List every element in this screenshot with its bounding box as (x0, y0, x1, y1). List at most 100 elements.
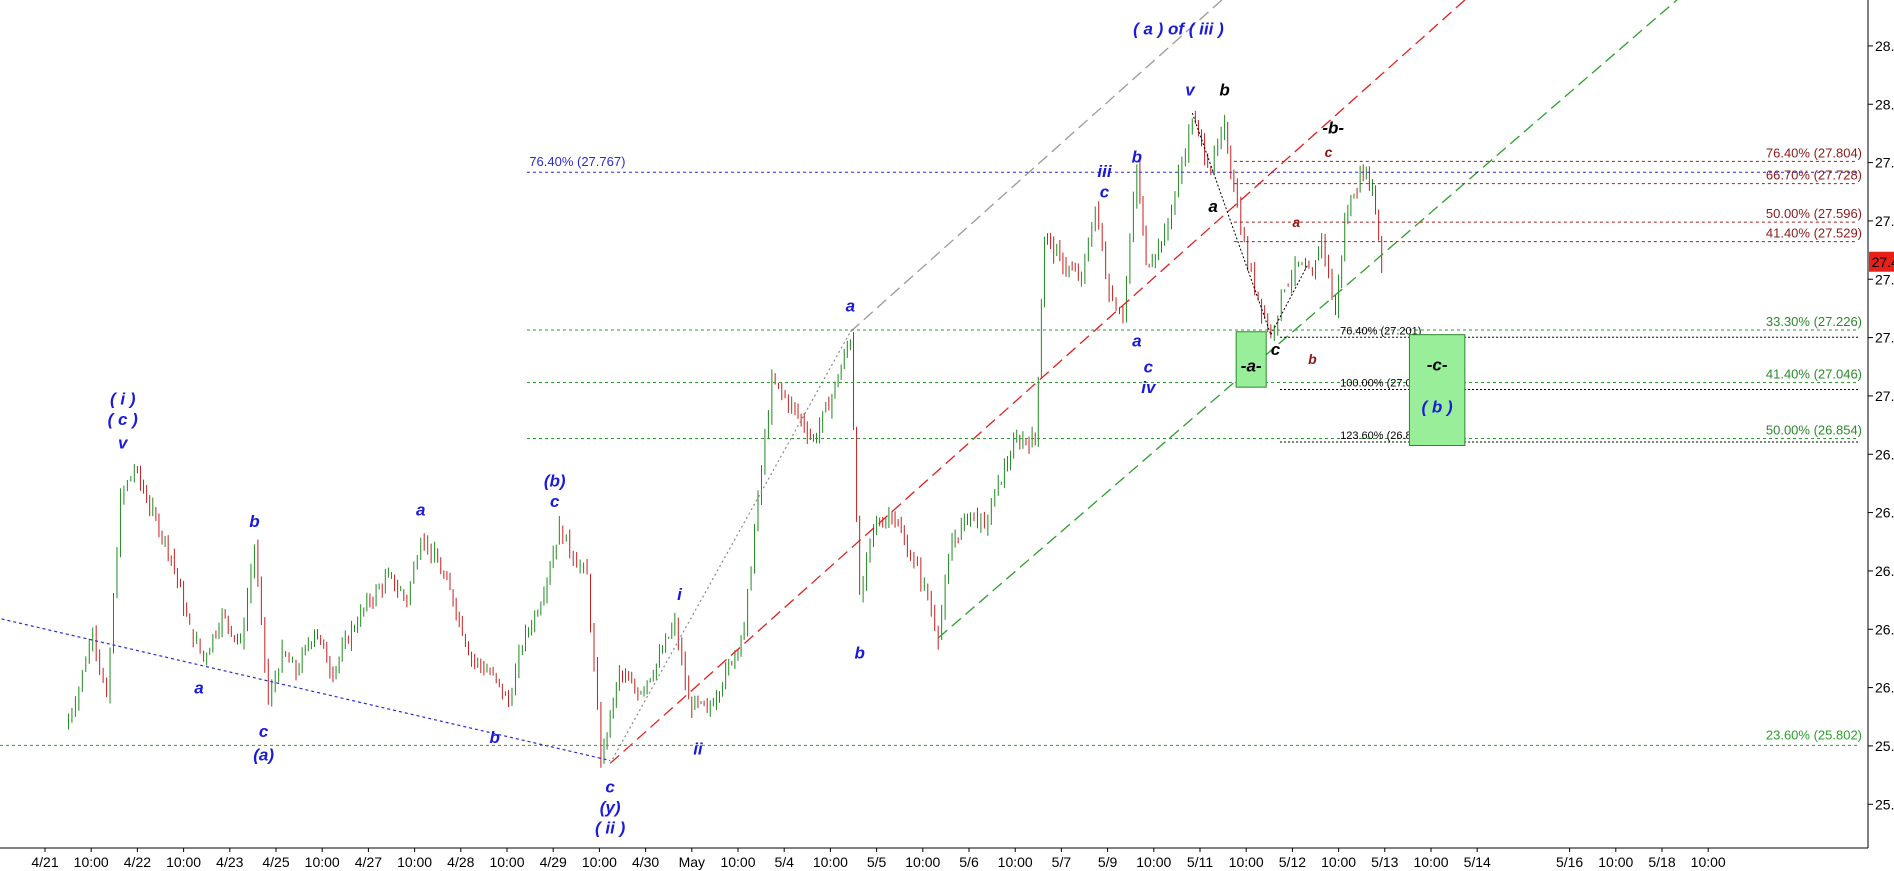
wave-label: b (489, 728, 499, 747)
time-tick-label: 10:00 (813, 854, 848, 870)
time-tick-label: 4/22 (124, 854, 151, 870)
time-tick-label: 5/18 (1648, 854, 1675, 870)
wave-label: v (1185, 81, 1196, 100)
time-tick-label: 10:00 (905, 854, 940, 870)
fib-label: 41.40% (27.046) (1766, 367, 1862, 382)
time-tick-label: 5/12 (1279, 854, 1306, 870)
time-tick-label: 10:00 (1598, 854, 1633, 870)
trend-blue-dotted (0, 617, 611, 762)
price-tick-label: 27.200 (1875, 330, 1894, 346)
fibonacci-levels: 76.40% (27.767) 23.60% (25.802) 76.40% (27… (0, 145, 1862, 746)
time-tick-label: 4/25 (262, 854, 289, 870)
wave-label: a (1132, 331, 1141, 350)
time-tick-label: 10:00 (582, 854, 617, 870)
wave-label: -b- (1322, 118, 1344, 137)
channel-red-line (609, 0, 1466, 764)
time-tick-label: 10:00 (1136, 854, 1171, 870)
fib-label: 41.40% (27.529) (1766, 226, 1862, 241)
time-tick-label: 5/7 (1052, 854, 1072, 870)
price-tick-label: 26.000 (1875, 680, 1894, 696)
price-tick-label: 26.800 (1875, 446, 1894, 462)
wave-label: (y) (600, 798, 621, 817)
trend-channels (0, 0, 1678, 764)
fib-label: 76.40% (27.767) (529, 154, 625, 169)
time-tick-label: 5/4 (774, 854, 794, 870)
time-tick-label: 10:00 (166, 854, 201, 870)
target-box-label: ( b ) (1422, 398, 1453, 417)
time-tick-label: May (679, 854, 705, 870)
wave-label: b (1132, 148, 1142, 167)
time-axis: 4/21 10:00 4/22 10:00 4/23 4/25 10:00 4/27 10:00… (0, 847, 1868, 870)
time-tick-label: 10:00 (1321, 854, 1356, 870)
price-tick-label: 26.200 (1875, 621, 1894, 637)
fib-label: 100.00% (27.022) (1340, 378, 1427, 390)
time-tick-label: 10:00 (74, 854, 109, 870)
wave-label: b (249, 512, 259, 531)
price-tick-label: 26.400 (1875, 563, 1894, 579)
wave-label: ( ii ) (595, 818, 626, 837)
wave-label: iv (1141, 378, 1157, 397)
time-tick-label: 10:00 (1413, 854, 1448, 870)
time-tick-label: 5/14 (1464, 854, 1491, 870)
wave-connector (1270, 264, 1309, 335)
fib-label: 76.40% (27.201) (1340, 325, 1421, 337)
price-tick-label: 27.400 (1875, 271, 1894, 287)
wave-label: ( i ) (110, 390, 136, 409)
price-tick-label: 27.000 (1875, 388, 1894, 404)
time-tick-label: 4/21 (31, 854, 58, 870)
time-tick-label: 10:00 (489, 854, 524, 870)
time-tick-label: 5/9 (1098, 854, 1118, 870)
time-tick-label: 10:00 (397, 854, 432, 870)
wave-label: v (118, 433, 129, 452)
wave-label: b (1308, 351, 1317, 367)
box-a (1235, 331, 1267, 388)
time-tick-label: 4/23 (216, 854, 243, 870)
price-tick-label: 28.000 (1875, 96, 1894, 112)
channel-grey-line (849, 0, 1223, 333)
wave-label: c (1144, 358, 1154, 377)
time-tick-label: 5/5 (867, 854, 887, 870)
price-tick-label: 27.800 (1875, 155, 1894, 171)
wave-label: ( c ) (108, 410, 139, 429)
channel-green-line (937, 0, 1678, 639)
time-tick-label: 5/16 (1556, 854, 1583, 870)
wave-label: (a) (253, 746, 274, 765)
last-price-label: 27.460 (1872, 254, 1894, 270)
time-tick-label: 5/13 (1371, 854, 1398, 870)
wave-label: c (550, 492, 560, 511)
wave-label: iii (1097, 162, 1112, 181)
box-c (1408, 334, 1466, 446)
wave-label: c (1271, 340, 1281, 359)
time-tick-label: 10:00 (1229, 854, 1264, 870)
wave-label: c (605, 778, 615, 797)
fib-label: 123.60% (26.842) (1340, 430, 1427, 442)
last-price-badge (1869, 251, 1894, 272)
trend-grey-dotted (609, 331, 851, 764)
wave-label: (b) (544, 471, 566, 490)
wave-label: ( a ) of ( iii ) (1133, 19, 1224, 38)
time-tick-label: 5/6 (959, 854, 979, 870)
fib-label: 23.60% (25.802) (1766, 727, 1862, 742)
wave-label: c (1100, 183, 1110, 202)
time-tick-label: 10:00 (720, 854, 755, 870)
wave-connector (1191, 112, 1272, 335)
wave-label: a (416, 501, 425, 520)
price-tick-label: 27.600 (1875, 213, 1894, 229)
time-tick-label: 4/29 (540, 854, 567, 870)
wave-label: c (1325, 144, 1333, 160)
fib-label: 33.30% (27.226) (1766, 314, 1862, 329)
wave-label: ii (693, 740, 704, 759)
wave-label: a (846, 296, 855, 315)
target-boxes: -a- -c- ( b ) (1235, 331, 1466, 446)
wave-label: a (194, 678, 203, 697)
fib-label: 50.00% (26.854) (1766, 423, 1862, 438)
time-tick-label: 10:00 (1691, 854, 1726, 870)
target-box-label: -c- (1427, 356, 1448, 375)
wave-label: b (1219, 81, 1229, 100)
price-tick-label: 25.800 (1875, 738, 1894, 754)
wave-label: b (854, 643, 864, 662)
wave-label: i (677, 585, 683, 604)
price-tick-label: 28.200 (1875, 38, 1894, 54)
